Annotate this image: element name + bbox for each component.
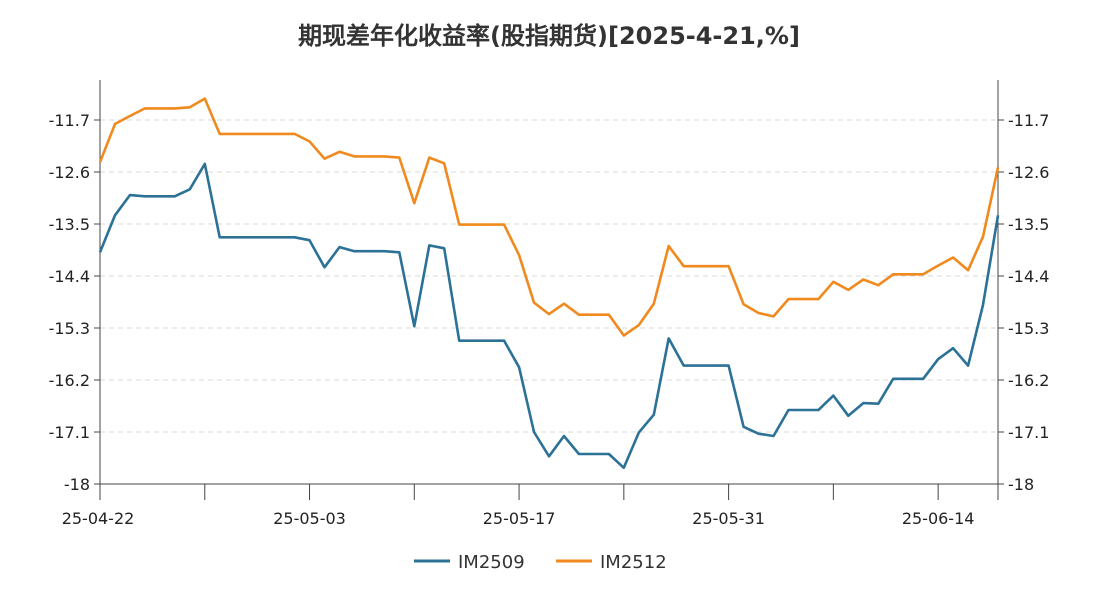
series-line-im2512 — [98, 97, 1000, 337]
x-tick-label: 25-05-31 — [692, 509, 765, 528]
y-tick-label-right: -17.1 — [1008, 423, 1049, 442]
legend-label: IM2512 — [600, 552, 667, 573]
legend-label: IM2509 — [458, 552, 525, 573]
axes: -11.7 -11.7 -12.6 -12.6 -13.5 -13.5 -14.4 -14.4… — [49, 80, 1049, 528]
y-tick-label-left: -11.7 — [49, 111, 90, 130]
y-tick-label-right: -16.2 — [1008, 371, 1049, 390]
y-tick-label-right: -14.4 — [1008, 267, 1049, 286]
y-tick-label-right: -13.5 — [1008, 215, 1049, 234]
y-tick-label-left: -15.3 — [49, 319, 90, 338]
y-tick-label-left: -13.5 — [49, 215, 90, 234]
y-tick-label-right: -15.3 — [1008, 319, 1049, 338]
y-tick-label-left: -17.1 — [49, 423, 90, 442]
series-lines — [98, 97, 1000, 470]
x-tick-label: 25-04-22 — [62, 509, 135, 528]
chart-title: 期现差年化收益率(股指期货)[2025-4-21,%] — [298, 22, 800, 50]
y-tick-label-left: -18 — [64, 475, 90, 494]
x-tick-label: 25-05-03 — [273, 509, 346, 528]
y-tick-label-left: -12.6 — [49, 163, 90, 182]
legend[interactable]: IM2509 IM2512 — [414, 552, 667, 573]
series-line-im2509 — [98, 162, 1000, 470]
legend-item-im2509[interactable]: IM2509 — [414, 552, 525, 573]
y-tick-label-right: -12.6 — [1008, 163, 1049, 182]
y-tick-label-left: -14.4 — [49, 267, 90, 286]
y-tick-label-left: -16.2 — [49, 371, 90, 390]
x-tick-label: 25-06-14 — [902, 509, 975, 528]
grid-lines — [100, 119, 998, 433]
legend-item-im2512[interactable]: IM2512 — [556, 552, 667, 573]
y-tick-label-right: -11.7 — [1008, 111, 1049, 130]
x-tick-label: 25-05-17 — [483, 509, 556, 528]
y-tick-label-right: -18 — [1008, 475, 1034, 494]
